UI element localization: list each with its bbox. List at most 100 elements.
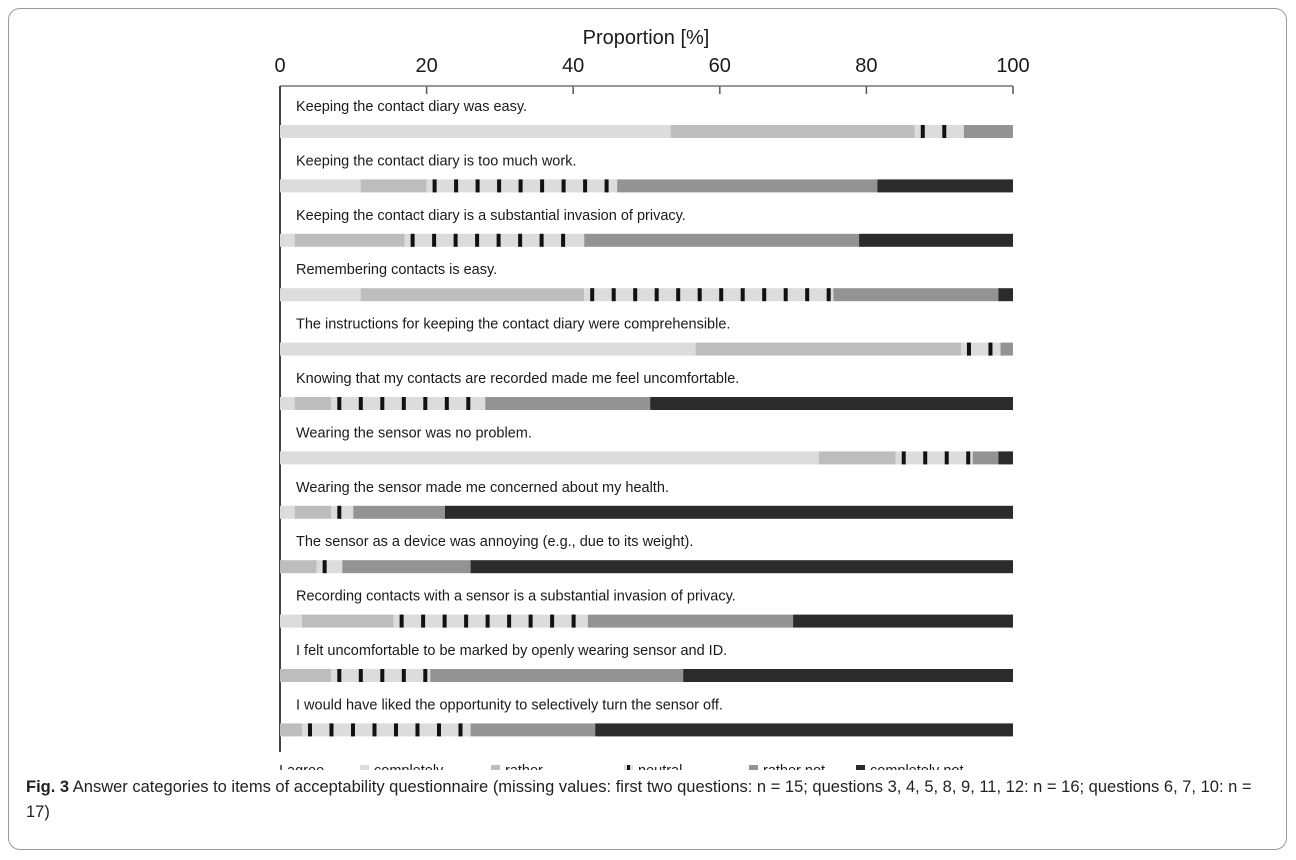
neutral-dash — [380, 397, 385, 410]
neutral-dash — [401, 669, 406, 682]
neutral-dash — [358, 669, 363, 682]
legend-label: completely — [374, 763, 444, 770]
legend-label: completely not — [870, 763, 964, 770]
bar-segment-neutral — [960, 342, 1001, 356]
bar-segment-completely — [280, 614, 302, 628]
item-label: Wearing the sensor made me concerned abo… — [296, 480, 669, 496]
x-tick-label: 20 — [415, 55, 437, 77]
bar-segment-rather — [280, 723, 302, 737]
bar-segment-neutral — [331, 505, 354, 519]
bar-segment-neutral — [895, 451, 973, 465]
neutral-dash — [942, 125, 947, 138]
neutral-dash — [393, 723, 398, 737]
legend-swatch-completely-not — [856, 765, 865, 770]
bar-segment-completely — [280, 125, 671, 138]
bar-segment-completely — [280, 505, 295, 519]
chart-title: Proportion [%] — [583, 27, 710, 49]
neutral-dash — [805, 288, 810, 302]
neutral-dash — [432, 179, 437, 193]
neutral-dash — [740, 288, 745, 302]
neutral-dash — [337, 505, 342, 519]
legend-swatch-completely — [360, 765, 369, 770]
legend-prefix: I agree... — [279, 763, 336, 770]
neutral-dash — [654, 288, 659, 302]
bar-segment-completely-not — [470, 560, 1014, 574]
item-label: The instructions for keeping the contact… — [296, 317, 730, 333]
legend-label: rather not — [763, 763, 825, 770]
item-label: I felt uncomfortable to be marked by ope… — [296, 643, 727, 659]
legend-swatch-neutral-dash — [627, 765, 630, 770]
bar-segment-rather — [301, 614, 394, 628]
neutral-dash — [633, 288, 638, 302]
legend-label: rather — [505, 763, 543, 770]
bar-segment-rather-not — [833, 288, 999, 302]
neutral-dash — [571, 614, 576, 628]
bar-segment-rather-not — [584, 233, 860, 247]
item-label: I would have liked the opportunity to se… — [296, 697, 723, 713]
neutral-dash — [561, 179, 566, 193]
neutral-dash — [550, 614, 555, 628]
item-label: Recording contacts with a sensor is a su… — [296, 589, 736, 605]
bar-segment-completely-not — [444, 505, 1013, 519]
bar-segment-rather — [280, 560, 317, 574]
bar-segment-completely-not — [998, 451, 1013, 465]
neutral-dash — [583, 179, 588, 193]
legend-swatch-rather-not — [749, 765, 758, 770]
bar-segment-neutral — [301, 723, 471, 737]
neutral-dash — [676, 288, 681, 302]
x-tick-label: 80 — [855, 55, 877, 77]
neutral-dash — [966, 451, 971, 465]
neutral-dash — [432, 233, 437, 247]
neutral-dash — [358, 397, 363, 410]
bar-segment-neutral — [584, 288, 834, 302]
bar-segment-neutral — [316, 560, 343, 574]
bar-segment-completely-not — [683, 669, 1013, 682]
neutral-dash — [466, 397, 471, 410]
bar-segment-rather-not — [342, 560, 471, 574]
caption-label: Fig. 3 — [26, 778, 70, 796]
x-tick-label: 60 — [709, 55, 731, 77]
neutral-dash — [453, 233, 458, 247]
neutral-dash — [783, 288, 788, 302]
x-tick-label: 40 — [562, 55, 584, 77]
bar-segment-completely-not — [859, 233, 1013, 247]
neutral-dash — [920, 125, 925, 138]
neutral-dash — [464, 614, 469, 628]
bar-segment-rather-not — [485, 397, 651, 410]
figure-frame — [8, 8, 1287, 850]
neutral-dash — [988, 342, 993, 356]
bar-segment-rather-not — [1000, 342, 1013, 356]
legend: I agree... completely rather neutral rather … — [279, 763, 964, 770]
bar-segment-completely — [280, 288, 361, 302]
neutral-dash — [561, 233, 566, 247]
bar-segment-rather-not — [963, 125, 1013, 138]
item-label: Wearing the sensor was no problem. — [296, 425, 532, 441]
neutral-dash — [475, 179, 480, 193]
bar-segment-rather — [360, 288, 585, 302]
neutral-dash — [518, 233, 523, 247]
bar-segment-neutral — [393, 614, 588, 628]
neutral-dash — [719, 288, 724, 302]
neutral-dash — [458, 723, 463, 737]
neutral-dash — [518, 179, 523, 193]
neutral-dash — [415, 723, 420, 737]
bar-segment-completely-not — [998, 288, 1013, 302]
bar-segment-rather-not — [353, 505, 445, 519]
bar-segment-rather — [294, 233, 405, 247]
neutral-dash — [454, 179, 459, 193]
neutral-dash — [410, 233, 415, 247]
figure-caption: Fig. 3 Answer categories to items of acc… — [26, 775, 1266, 825]
legend-swatch-rather — [491, 765, 500, 770]
bar-segment-completely-not — [877, 179, 1013, 193]
neutral-dash — [423, 397, 428, 410]
bar-segment-completely-not — [595, 723, 1013, 737]
bar-segment-rather — [670, 125, 915, 138]
neutral-dash — [337, 669, 342, 682]
neutral-dash — [697, 288, 702, 302]
item-label: The sensor as a device was annoying (e.g… — [296, 534, 693, 550]
bar-segment-rather-not — [470, 723, 596, 737]
caption-text: Answer categories to items of acceptabil… — [26, 778, 1252, 821]
bar-segment-rather — [360, 179, 427, 193]
bar-segment-completely-not — [650, 397, 1013, 410]
neutral-dash — [436, 723, 441, 737]
